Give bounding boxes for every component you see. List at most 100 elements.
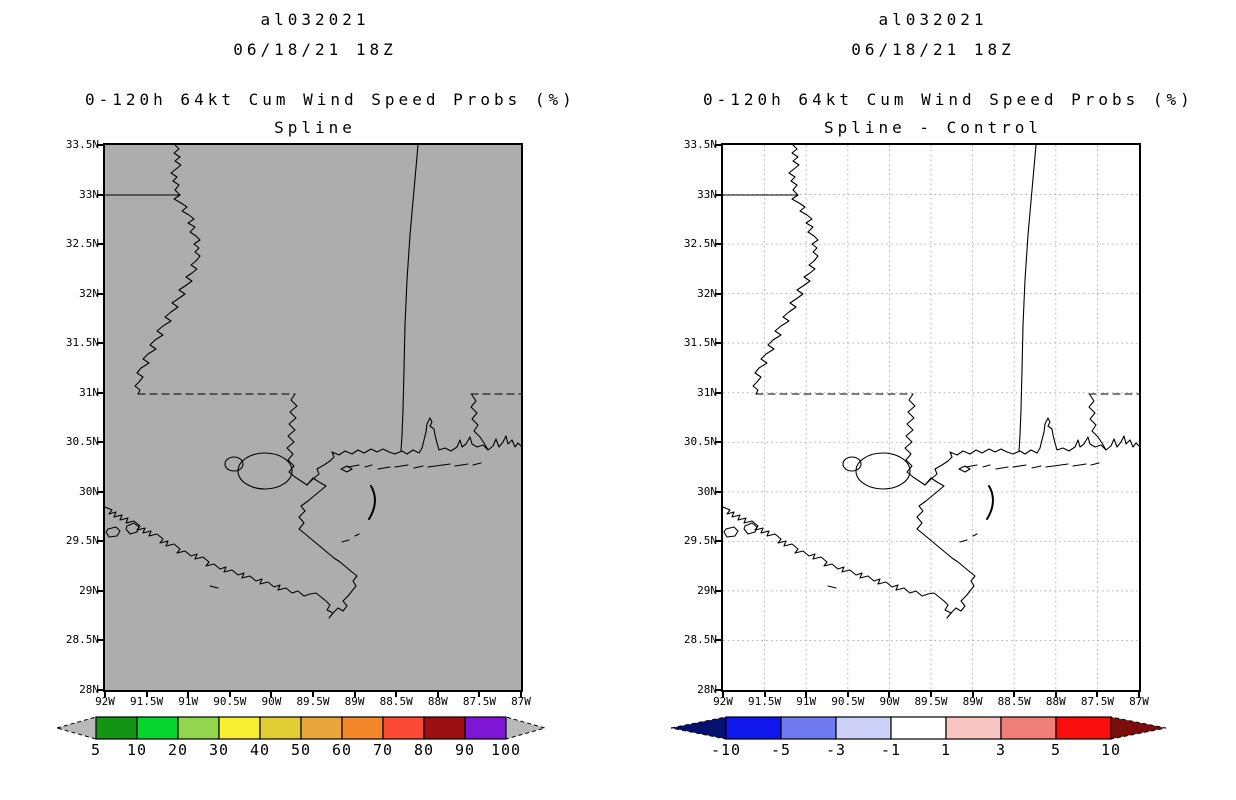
lon-tick-label: 88W	[427, 695, 448, 708]
colorbar-tick-label: 5	[1050, 741, 1062, 759]
colorbar-cell	[890, 716, 947, 740]
lon-tick-mark	[888, 690, 891, 697]
init-time: 06/18/21 18Z	[233, 40, 397, 59]
lon-tick-label: 87W	[1129, 695, 1149, 708]
lat-tick-label: 28.5N	[65, 633, 99, 647]
lat-tick-mark	[715, 292, 722, 295]
grid-layer	[723, 145, 1139, 690]
lat-tick-label: 33N	[79, 187, 99, 201]
colorbar-tick-label: 30	[208, 741, 230, 759]
lat-tick-label: 30.5N	[65, 435, 99, 449]
lon-tick-mark	[104, 690, 106, 697]
storm-id: al032021	[260, 10, 370, 29]
colorbar	[56, 716, 546, 740]
colorbar-tick-label: 90	[454, 741, 476, 759]
colorbar-tick-label: 10	[1100, 741, 1122, 759]
colorbar-cell	[945, 716, 1002, 740]
lat-tick-mark	[715, 490, 722, 493]
colorbar-tick-label: 80	[413, 741, 435, 759]
colorbar-tick-label: 5	[90, 741, 102, 759]
colorbar-arrow-right	[505, 716, 546, 740]
lon-tick-mark	[270, 690, 273, 697]
lon-tick-label: 89W	[962, 695, 983, 708]
panel-spline: al032021 06/18/21 18Z 0-120h 64kt Cum Wi…	[56, 10, 576, 759]
colorbar-cell	[218, 716, 261, 740]
lon-tick-label: 90W	[261, 695, 282, 708]
lat-tick-mark	[97, 144, 104, 146]
lon-tick-label: 91.5W	[748, 695, 782, 708]
lon-tick-label: 91W	[796, 695, 817, 708]
map-svg	[723, 145, 1139, 690]
colorbar-tick-label: -1	[880, 741, 902, 759]
init-time: 06/18/21 18Z	[851, 40, 1015, 59]
lat-tick-label: 28N	[697, 682, 717, 696]
map-svg	[105, 145, 521, 619]
colorbar-tick-label: 50	[290, 741, 312, 759]
panel-subtitle: Spline	[274, 118, 356, 137]
lon-tick-mark	[1013, 690, 1016, 697]
lat-tick-mark	[97, 243, 104, 246]
lat-tick-label: 31.5N	[65, 336, 99, 350]
panel-spline-minus-control: al032021 06/18/21 18Z 0-120h 64kt Cum Wi…	[618, 0, 1236, 800]
lat-tick-label: 29.5N	[683, 534, 717, 548]
lon-tick-mark	[520, 690, 522, 697]
lon-tick-label: 90.5W	[831, 695, 865, 708]
colorbar-cell	[725, 716, 782, 740]
colorbar-cell	[95, 716, 138, 740]
lat-tick-mark	[715, 243, 722, 246]
lon-tick-label: 88.5W	[379, 695, 413, 708]
colorbar-tick-label: -3	[825, 741, 847, 759]
lat-tick-label: 33N	[697, 187, 717, 201]
lon-tick-label: 92W	[713, 695, 733, 708]
lon-tick-label: 89W	[344, 695, 365, 708]
lat-tick-mark	[97, 639, 104, 642]
lon-tick-mark	[187, 690, 190, 697]
lon-tick-label: 90.5W	[213, 695, 247, 708]
lat-tick-label: 29N	[79, 583, 99, 597]
product-title: 0-120h 64kt Cum Wind Speed Probs (%)	[703, 90, 1194, 109]
lon-tick-mark	[145, 690, 148, 697]
lat-tick-label: 33.5N	[683, 138, 717, 151]
lon-tick-mark	[312, 690, 314, 697]
lat-tick-mark	[97, 391, 104, 394]
lat-tick-mark	[715, 540, 722, 543]
lat-tick-mark	[715, 639, 722, 642]
lat-tick-label: 30N	[697, 484, 717, 498]
lat-tick-label: 33.5N	[65, 138, 99, 151]
lat-tick-label: 30N	[79, 484, 99, 498]
lon-tick-mark	[805, 690, 808, 697]
colorbar-tick-label: -5	[770, 741, 792, 759]
lon-tick-mark	[1054, 690, 1057, 697]
colorbar-tick-label: 100	[490, 741, 522, 759]
lon-tick-mark	[722, 690, 724, 697]
lat-tick-mark	[715, 144, 722, 146]
lon-tick-mark	[763, 690, 766, 697]
lat-tick-label: 32.5N	[65, 237, 99, 251]
colorbar-cell	[835, 716, 892, 740]
lat-tick-mark	[97, 490, 104, 493]
lon-tick-label: 87W	[511, 695, 531, 708]
product-title: 0-120h 64kt Cum Wind Speed Probs (%)	[85, 90, 576, 109]
lat-tick-mark	[97, 688, 104, 691]
colorbar-cell	[464, 716, 507, 740]
colorbar-cell	[423, 716, 466, 740]
lat-tick-label: 31N	[79, 385, 99, 399]
lon-tick-mark	[436, 690, 439, 697]
lon-tick-mark	[478, 690, 481, 697]
colorbar-tick-label: 10	[126, 741, 148, 759]
lat-tick-label: 32.5N	[683, 237, 717, 251]
colorbar-cell	[1000, 716, 1057, 740]
colorbar-cell	[259, 716, 302, 740]
colorbar-cell	[1055, 716, 1112, 740]
storm-id: al032021	[878, 10, 988, 29]
lon-tick-label: 91.5W	[130, 695, 164, 708]
colorbar-tick-label: 20	[167, 741, 189, 759]
map-plot	[103, 143, 523, 692]
lon-tick-mark	[353, 690, 356, 697]
lon-tick-label: 88.5W	[997, 695, 1031, 708]
lat-tick-label: 30.5N	[683, 435, 717, 449]
lon-tick-mark	[846, 690, 849, 697]
lat-tick-mark	[715, 688, 722, 691]
lon-tick-label: 92W	[95, 695, 115, 708]
